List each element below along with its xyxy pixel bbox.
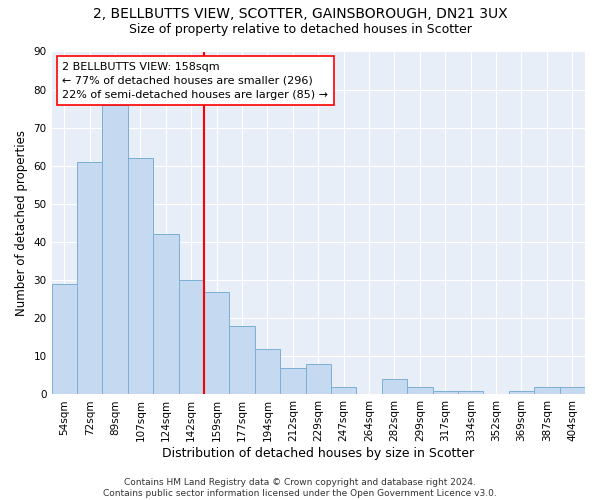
Bar (509, 390, 534, 394)
Bar (407, 387, 433, 394)
Text: Size of property relative to detached houses in Scotter: Size of property relative to detached ho… (128, 22, 472, 36)
Bar (52, 284, 77, 395)
Bar (77, 162, 103, 394)
Bar (255, 348, 280, 395)
Bar (458, 390, 484, 394)
Bar (560, 387, 585, 394)
Bar (204, 292, 229, 395)
Bar (433, 390, 458, 394)
Text: 2, BELLBUTTS VIEW, SCOTTER, GAINSBOROUGH, DN21 3UX: 2, BELLBUTTS VIEW, SCOTTER, GAINSBOROUGH… (92, 8, 508, 22)
Bar (331, 387, 356, 394)
Bar (128, 158, 153, 394)
Bar (305, 364, 331, 394)
Bar (153, 234, 179, 394)
Bar (534, 387, 560, 394)
Bar (179, 280, 204, 394)
Bar (382, 379, 407, 394)
Text: 2 BELLBUTTS VIEW: 158sqm
← 77% of detached houses are smaller (296)
22% of semi-: 2 BELLBUTTS VIEW: 158sqm ← 77% of detach… (62, 62, 328, 100)
Text: Contains HM Land Registry data © Crown copyright and database right 2024.
Contai: Contains HM Land Registry data © Crown c… (103, 478, 497, 498)
Bar (103, 105, 128, 395)
Bar (229, 326, 255, 394)
X-axis label: Distribution of detached houses by size in Scotter: Distribution of detached houses by size … (162, 447, 475, 460)
Bar (280, 368, 305, 394)
Y-axis label: Number of detached properties: Number of detached properties (15, 130, 28, 316)
